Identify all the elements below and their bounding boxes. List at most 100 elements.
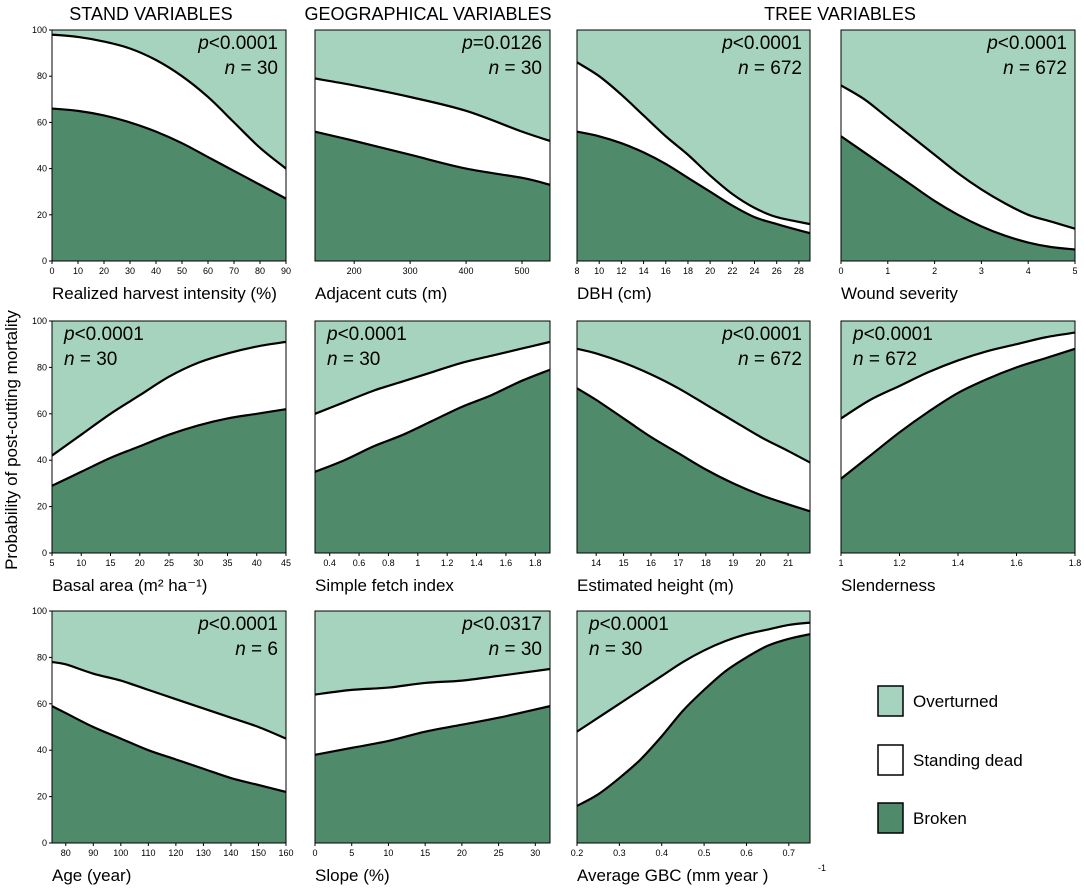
x-tick-label: 1.8	[1069, 558, 1082, 568]
broken-area	[52, 409, 286, 553]
broken-area	[315, 369, 550, 553]
x-axis-label: DBH (cm)	[577, 284, 652, 303]
x-axis-label: Slope (%)	[315, 866, 390, 885]
panel-frame	[51, 610, 287, 844]
x-tick-label: 15	[420, 848, 430, 858]
x-tick-label: 17	[673, 558, 683, 568]
broken-area	[52, 108, 286, 261]
x-axis-label: Average GBC (mm year )	[577, 866, 768, 885]
broken-curve	[314, 705, 551, 756]
n-label: n = 30	[225, 58, 278, 79]
y-tick-label: 0	[42, 548, 47, 558]
x-tick-label: 12	[616, 266, 626, 276]
broken-curve	[51, 705, 287, 794]
x-tick-label: 1.6	[1010, 558, 1023, 568]
y-tick-label: 40	[37, 455, 47, 465]
n-label: n = 672	[853, 349, 917, 370]
x-tick-label: 0.4	[323, 558, 336, 568]
x-tick-label: 25	[164, 558, 174, 568]
x-tick-label: 5	[1072, 266, 1077, 276]
x-tick-label: 160	[278, 848, 293, 858]
standing-dead-curve	[314, 340, 551, 415]
y-tick-label: 60	[37, 409, 47, 419]
x-tick-label: 130	[196, 848, 211, 858]
x-tick-label: 200	[347, 266, 362, 276]
x-tick-label: 14	[639, 266, 649, 276]
panel-frame	[576, 610, 811, 844]
broken-area	[841, 348, 1075, 553]
standing-dead-curve	[51, 33, 287, 170]
x-tick-label: 110	[141, 848, 155, 858]
y-tick-label: 20	[37, 502, 47, 512]
broken-area	[577, 131, 810, 261]
p-value-label: p<0.0001	[197, 614, 278, 635]
y-tick-label: 80	[37, 362, 47, 372]
broken-curve	[576, 130, 811, 235]
x-tick-label: 0.3	[613, 848, 626, 858]
panel-frame	[51, 29, 287, 262]
broken-area	[577, 634, 810, 843]
x-tick-label: 400	[459, 266, 474, 276]
x-tick-label: 1.4	[952, 558, 965, 568]
x-axis-label: Simple fetch index	[315, 576, 454, 595]
x-tick-label: 16	[661, 266, 671, 276]
x-axis-label: Adjacent cuts (m)	[315, 284, 447, 303]
panels: 0 10 20 30 40 50 60 70 80 90020406080100Realized …	[32, 25, 1081, 885]
header-geographical: GEOGRAPHICAL VARIABLES	[304, 4, 551, 24]
n-label: n = 30	[64, 349, 117, 370]
standing-dead-curve	[314, 77, 551, 142]
broken-curve	[840, 347, 1076, 480]
p-value-label: p<0.0001	[986, 33, 1067, 54]
chart-panel-5: 5 10 15 20 25 30 35 40 45 0 20 40 60 80 100 Basal area …	[32, 316, 291, 595]
chart-panel-9: 80 90 100 110 120 130 140 150 160 0 20 40 60 80 100 Age…	[32, 606, 294, 885]
x-tick-label: 0.2	[571, 848, 584, 858]
chart-panel-8: 1 1.2 1.4 1.6 1.8 Slenderness p<0.0001 n = 672	[838, 320, 1082, 595]
x-tick-label: 40	[252, 558, 262, 568]
legend-swatch-broken	[877, 802, 904, 834]
n-label: n = 6	[235, 639, 278, 660]
x-tick-label: 15	[619, 558, 629, 568]
x-tick-label: 19	[728, 558, 738, 568]
legend-label-overturned: Overturned	[913, 692, 998, 711]
chart-panel-4: 0 1 2 3 4 5 Wound severity p<0.0001 n = 672	[838, 29, 1078, 303]
standing-dead-curve	[576, 61, 811, 226]
x-axis-label: Age (year)	[52, 866, 131, 885]
p-value-label: p<0.0001	[588, 614, 669, 635]
x-tick-label: 0	[49, 266, 54, 276]
broken-area	[315, 706, 550, 843]
broken-curve	[314, 130, 551, 186]
broken-area	[841, 136, 1075, 261]
x-tick-label: 90	[281, 266, 291, 276]
x-tick-label: 150	[251, 848, 266, 858]
chart-panel-10: 0 5 10 15 20 25 30 Slope (%) p<0.0317 n = 30	[312, 610, 551, 885]
x-tick-label: 0	[838, 266, 843, 276]
y-tick-label: 40	[37, 745, 47, 755]
chart-panel-3: 8 10 12 14 16 18 20 22 24 26 28 DBH (cm) p<0.0001 n =…	[574, 29, 811, 303]
legend: Overturned Standing dead Broken	[877, 685, 1023, 834]
panel-frame	[314, 320, 551, 554]
x-tick-label: 10	[383, 848, 393, 858]
x-tick-label: 100	[113, 848, 128, 858]
y-tick-label: 60	[37, 699, 47, 709]
y-tick-label: 20	[37, 210, 47, 220]
chart-panel-7: 14 15 16 17 18 19 20 21 Estimated height (m) p<0.…	[576, 320, 811, 595]
x-tick-label: 18	[683, 266, 693, 276]
panel-frame	[576, 320, 811, 554]
n-label: n = 30	[489, 639, 542, 660]
chart-panel-1: 0 10 20 30 40 50 60 70 80 90 0 20 40 60 80 100 Realized …	[32, 25, 291, 303]
p-value-label: p<0.0317	[461, 614, 542, 635]
broken-area	[315, 131, 550, 261]
x-tick-label: 70	[229, 266, 239, 276]
x-tick-label: 1.2	[441, 558, 454, 568]
p-value-label: p<0.0001	[721, 33, 802, 54]
x-tick-label: 0.7	[783, 848, 796, 858]
x-tick-label: 20	[457, 848, 467, 858]
x-tick-label: 0.6	[353, 558, 366, 568]
x-axis-label: Estimated height (m)	[577, 576, 734, 595]
x-tick-label: 1	[838, 558, 843, 568]
broken-curve	[51, 107, 287, 200]
p-value-label: p=0.0126	[461, 33, 542, 54]
n-label: n = 672	[1003, 58, 1067, 79]
broken-curve	[314, 368, 551, 473]
